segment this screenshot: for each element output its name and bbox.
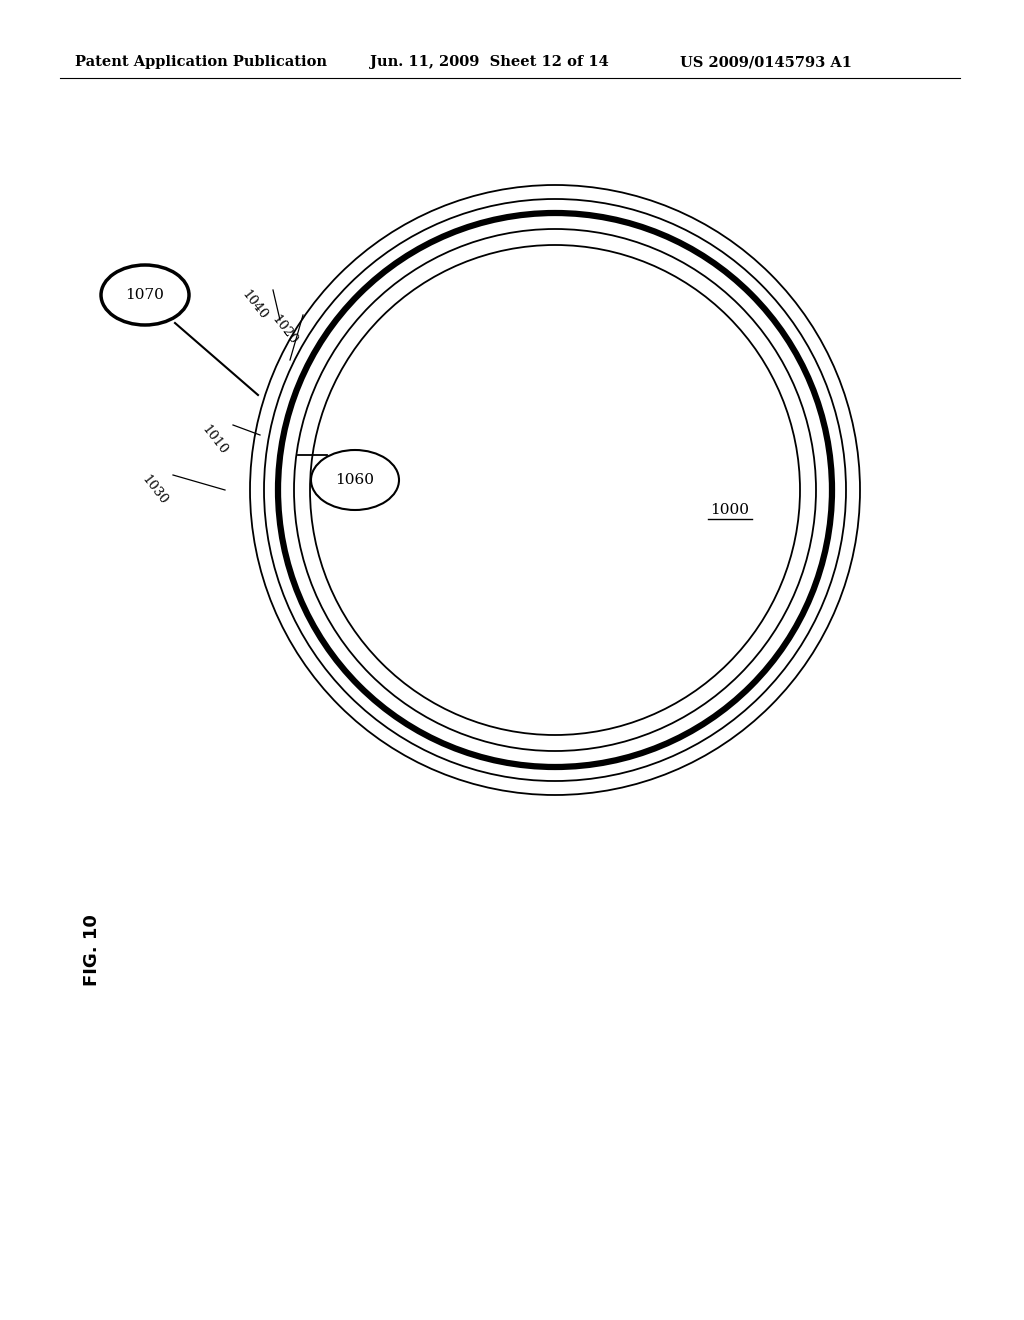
Text: 1070: 1070 xyxy=(126,288,165,302)
Text: 1060: 1060 xyxy=(336,473,375,487)
Text: 1000: 1000 xyxy=(711,503,750,517)
Text: Jun. 11, 2009  Sheet 12 of 14: Jun. 11, 2009 Sheet 12 of 14 xyxy=(370,55,608,69)
Text: 1040: 1040 xyxy=(240,288,270,322)
Text: US 2009/0145793 A1: US 2009/0145793 A1 xyxy=(680,55,852,69)
Ellipse shape xyxy=(101,265,189,325)
Text: 1030: 1030 xyxy=(139,473,170,507)
Text: Patent Application Publication: Patent Application Publication xyxy=(75,55,327,69)
Text: FIG. 10: FIG. 10 xyxy=(83,913,101,986)
Ellipse shape xyxy=(311,450,399,510)
Text: 1010: 1010 xyxy=(200,422,230,457)
Text: 1020: 1020 xyxy=(269,313,300,347)
